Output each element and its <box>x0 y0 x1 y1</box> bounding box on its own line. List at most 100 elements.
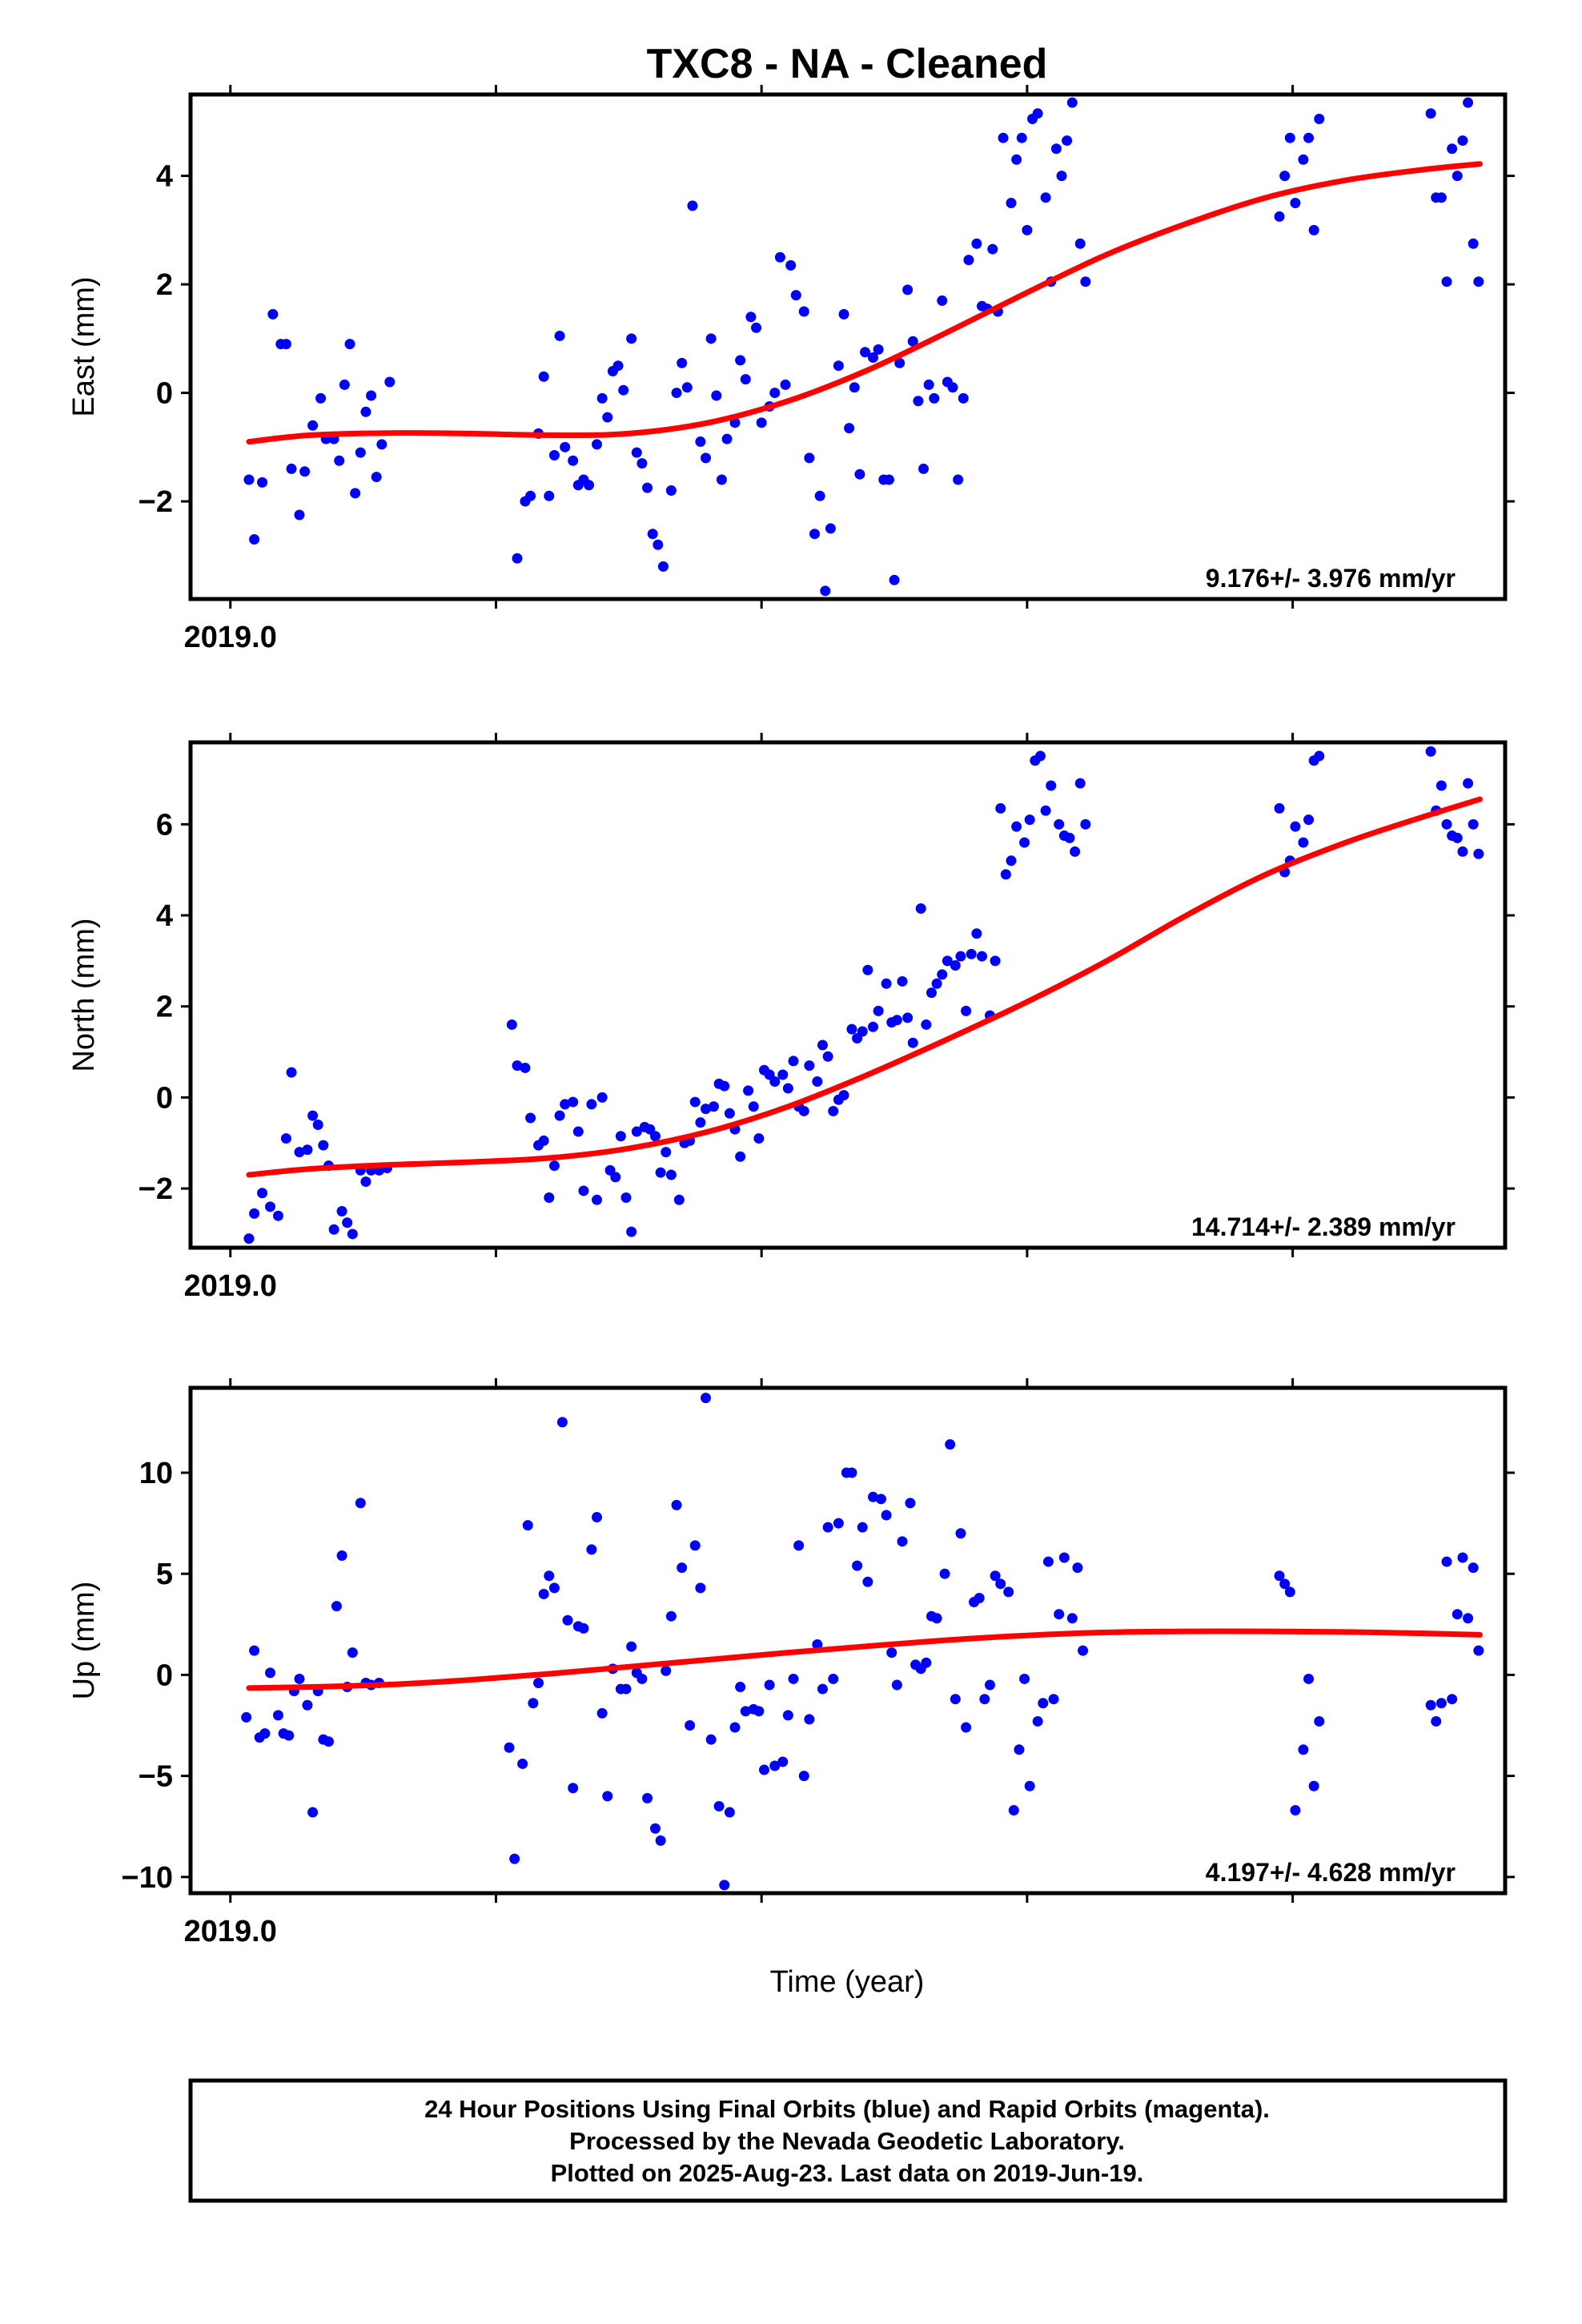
east-data-point <box>918 463 930 474</box>
east-data-point <box>825 523 836 534</box>
up-data-point <box>897 1536 908 1547</box>
north-data-point <box>1054 818 1065 830</box>
north-data-point <box>615 1131 626 1142</box>
up-data-point <box>272 1710 283 1721</box>
east-data-point <box>913 396 924 407</box>
north-data-point <box>312 1120 323 1131</box>
up-data-point <box>562 1614 573 1626</box>
up-data-point <box>1008 1805 1019 1816</box>
north-data-point <box>931 978 942 989</box>
up-data-point <box>1078 1645 1089 1656</box>
east-data-point <box>820 585 831 597</box>
up-data-point <box>1314 1715 1325 1727</box>
up-data-point <box>1274 1570 1285 1582</box>
east-data-point <box>366 390 377 401</box>
up-ytick-label-0: −10 <box>122 1861 173 1895</box>
north-data-point <box>719 1080 730 1092</box>
east-data-point <box>299 466 311 477</box>
up-ytick-label-3: 5 <box>156 1558 173 1591</box>
east-data-point <box>780 379 791 390</box>
north-data-point <box>782 1083 793 1094</box>
east-data-point <box>790 290 801 301</box>
north-data-point <box>272 1210 283 1221</box>
north-data-point <box>1452 832 1463 843</box>
east-data-point <box>665 485 677 497</box>
north-data-point <box>1064 832 1075 843</box>
north-ytick-label-4: 6 <box>156 808 173 842</box>
north-data-point <box>280 1133 291 1144</box>
north-data-point <box>243 1233 255 1244</box>
north-data-point <box>1070 846 1081 857</box>
up-data-point <box>1441 1556 1452 1567</box>
up-data-point <box>522 1520 533 1531</box>
north-data-point <box>891 1015 902 1026</box>
up-xtick-label: 2019.0 <box>184 1915 277 1948</box>
up-data-point <box>568 1783 579 1794</box>
east-panel: −2 0 2 4 2019.0 East (mm) 9.176+/- 3.976 mm/yr <box>67 85 1515 654</box>
up-data-point <box>955 1528 966 1539</box>
east-data-point <box>711 390 722 401</box>
east-data-point <box>937 295 948 306</box>
up-data-point <box>1468 1562 1479 1574</box>
east-data-point <box>929 392 940 404</box>
north-data-point <box>881 978 892 989</box>
up-data-point <box>689 1540 701 1551</box>
north-data-point <box>665 1169 677 1180</box>
up-data-point <box>777 1756 789 1767</box>
north-data-point <box>753 1133 765 1144</box>
north-data-point <box>520 1062 531 1073</box>
east-data-point <box>1040 192 1051 203</box>
east-data-point <box>1016 132 1027 143</box>
up-ytick-label-1: −5 <box>139 1760 173 1794</box>
north-data-point <box>1425 746 1436 757</box>
north-data-point <box>926 987 937 999</box>
up-data-point <box>852 1560 863 1571</box>
east-rate-label: 9.176+/- 3.976 mm/yr <box>1206 564 1456 593</box>
up-data-point <box>661 1665 672 1676</box>
east-data-point <box>745 312 757 323</box>
north-data-point <box>937 969 948 980</box>
north-data-point <box>1046 780 1057 791</box>
east-data-point <box>902 284 913 296</box>
up-data-area <box>241 1393 1484 1891</box>
north-data-point <box>857 1026 868 1037</box>
up-data-point <box>1473 1645 1484 1656</box>
east-data-point <box>1050 143 1062 155</box>
east-data-point <box>963 255 974 266</box>
east-data-point <box>1279 171 1291 182</box>
up-data-point <box>626 1641 637 1652</box>
east-data-point <box>1447 143 1458 155</box>
north-data-point <box>1080 818 1091 830</box>
up-data-point <box>817 1683 828 1695</box>
up-data-point <box>1042 1556 1054 1567</box>
east-data-point <box>1274 211 1285 222</box>
up-data-point <box>701 1393 712 1404</box>
up-data-point <box>1308 1780 1319 1791</box>
east-data-point <box>735 355 746 366</box>
east-data-point <box>677 357 688 368</box>
north-data-point <box>673 1194 685 1205</box>
up-data-point <box>294 1673 305 1684</box>
east-data-point <box>671 388 682 399</box>
up-fit-line <box>246 1628 1483 1691</box>
north-data-point <box>554 1110 565 1121</box>
east-data-point <box>286 463 297 474</box>
north-data-point <box>915 903 926 914</box>
up-data-point <box>945 1439 956 1450</box>
up-data-point <box>846 1467 857 1478</box>
east-data-point <box>701 452 712 464</box>
east-frame <box>188 92 1508 601</box>
north-data-point <box>650 1131 661 1142</box>
east-data-point <box>1303 132 1315 143</box>
up-data-point <box>995 1578 1006 1590</box>
east-data-point <box>596 392 608 404</box>
north-data-point <box>538 1135 549 1146</box>
east-data-point <box>814 490 825 501</box>
up-data-point <box>905 1498 916 1509</box>
east-data-point <box>1463 97 1474 108</box>
up-data-point <box>1435 1698 1447 1709</box>
north-data-point <box>1457 846 1468 857</box>
up-panel: −10 −5 0 5 10 2019.0 Up (mm) 4.197+/- 4.628 mm/… <box>67 1378 1515 1948</box>
north-data-point <box>777 1069 789 1080</box>
east-ytick-label-1: 0 <box>156 377 173 411</box>
